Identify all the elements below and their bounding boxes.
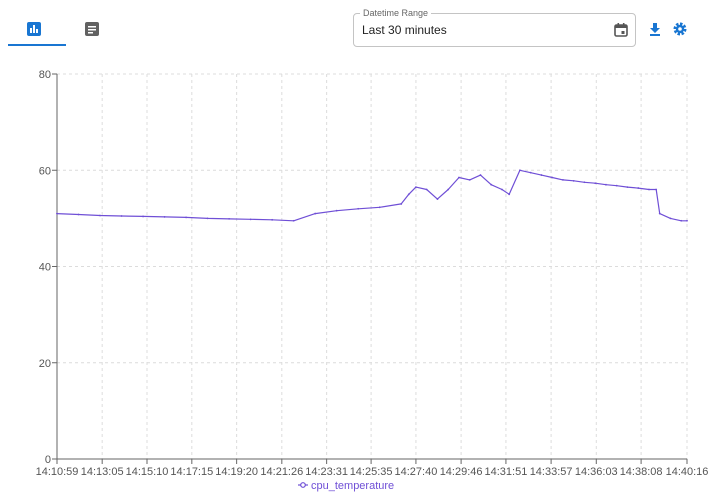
cpu-temperature-chart: 0 20 40 60 80 14:10:59 14:13:05 14:15:10 14:17:1… bbox=[36, 69, 709, 492]
data-point bbox=[163, 216, 166, 218]
data-point bbox=[425, 188, 428, 191]
y-tick-label: 20 bbox=[39, 358, 51, 370]
data-point bbox=[655, 188, 658, 191]
data-point bbox=[120, 215, 123, 217]
x-tick-label: 14:13:05 bbox=[81, 466, 124, 478]
data-point bbox=[436, 198, 439, 201]
series-line-cpu_temperature bbox=[56, 169, 687, 222]
download-icon[interactable] bbox=[647, 21, 663, 37]
data-point bbox=[56, 212, 58, 215]
data-point bbox=[615, 184, 618, 187]
data-point bbox=[206, 217, 209, 220]
chart-axes: 0 20 40 60 80 14:10:59 14:13:05 14:15:10 14:17:1… bbox=[36, 69, 709, 478]
x-tick-label: 14:33:57 bbox=[530, 466, 573, 478]
data-point bbox=[648, 188, 650, 191]
data-point bbox=[508, 193, 511, 196]
data-point bbox=[572, 179, 575, 182]
data-point bbox=[249, 218, 252, 221]
x-tick-label: 14:25:35 bbox=[350, 466, 393, 478]
datetime-range-value: Last 30 minutes bbox=[362, 23, 447, 37]
data-point bbox=[529, 171, 532, 174]
x-tick-label: 14:21:26 bbox=[260, 466, 303, 478]
data-point bbox=[407, 193, 410, 196]
data-point bbox=[540, 174, 543, 176]
document-icon bbox=[85, 22, 99, 36]
data-point bbox=[594, 182, 597, 185]
data-point bbox=[637, 187, 640, 189]
data-point bbox=[669, 217, 672, 220]
data-point bbox=[335, 209, 338, 212]
data-point bbox=[468, 178, 471, 181]
data-point bbox=[142, 215, 144, 218]
legend-label: cpu_temperature bbox=[311, 480, 394, 492]
data-point bbox=[415, 186, 417, 188]
data-point bbox=[680, 219, 683, 222]
view-tabs bbox=[4, 12, 144, 48]
y-tick-label: 40 bbox=[39, 262, 51, 274]
datetime-range-field[interactable]: Datetime Range Last 30 minutes bbox=[353, 7, 636, 47]
tab-chart[interactable] bbox=[4, 12, 64, 46]
data-point bbox=[400, 203, 403, 205]
data-point bbox=[551, 176, 554, 179]
data-point bbox=[686, 219, 688, 222]
x-tick-label: 14:15:10 bbox=[126, 466, 169, 478]
data-point bbox=[562, 178, 564, 181]
data-point bbox=[292, 219, 295, 222]
data-point bbox=[626, 186, 629, 188]
data-point bbox=[378, 206, 381, 209]
data-point bbox=[99, 214, 101, 217]
data-point bbox=[605, 183, 607, 186]
y-tick-label: 80 bbox=[39, 69, 51, 81]
data-point bbox=[314, 212, 317, 215]
data-point bbox=[501, 188, 503, 191]
legend-marker-dot bbox=[300, 482, 306, 488]
data-point bbox=[447, 188, 450, 191]
data-point bbox=[228, 217, 231, 220]
y-tick-label: 60 bbox=[39, 165, 51, 177]
data-point bbox=[479, 174, 482, 176]
x-tick-label: 14:19:20 bbox=[215, 466, 258, 478]
data-point bbox=[458, 176, 460, 179]
chart-legend[interactable]: cpu_temperature bbox=[298, 480, 394, 492]
data-point bbox=[357, 207, 360, 210]
data-point bbox=[271, 218, 274, 221]
bar-chart-icon bbox=[27, 22, 41, 36]
x-tick-label: 14:10:59 bbox=[36, 466, 79, 478]
x-tick-label: 14:38:08 bbox=[620, 466, 663, 478]
x-tick-label: 14:36:03 bbox=[575, 466, 618, 478]
x-tick-label: 14:23:31 bbox=[305, 466, 348, 478]
y-tick-label: 0 bbox=[45, 454, 51, 466]
data-point bbox=[519, 169, 521, 172]
data-point bbox=[658, 212, 661, 215]
x-tick-label: 14:17:15 bbox=[170, 466, 213, 478]
x-tick-label: 14:31:51 bbox=[485, 466, 528, 478]
x-tick-label: 14:27:40 bbox=[395, 466, 438, 478]
data-point bbox=[490, 183, 493, 186]
datetime-range-label: Datetime Range bbox=[360, 7, 432, 19]
calendar-icon[interactable] bbox=[613, 22, 629, 38]
x-tick-label: 14:40:16 bbox=[666, 466, 709, 478]
gear-icon[interactable] bbox=[672, 21, 688, 37]
tab-table[interactable] bbox=[62, 12, 122, 46]
data-point bbox=[77, 213, 80, 216]
chart-grid bbox=[57, 73, 688, 459]
data-point bbox=[185, 216, 187, 219]
x-tick-label: 14:29:46 bbox=[440, 466, 483, 478]
active-tab-indicator bbox=[8, 44, 66, 46]
chart-series bbox=[56, 169, 688, 222]
data-point bbox=[583, 181, 586, 184]
